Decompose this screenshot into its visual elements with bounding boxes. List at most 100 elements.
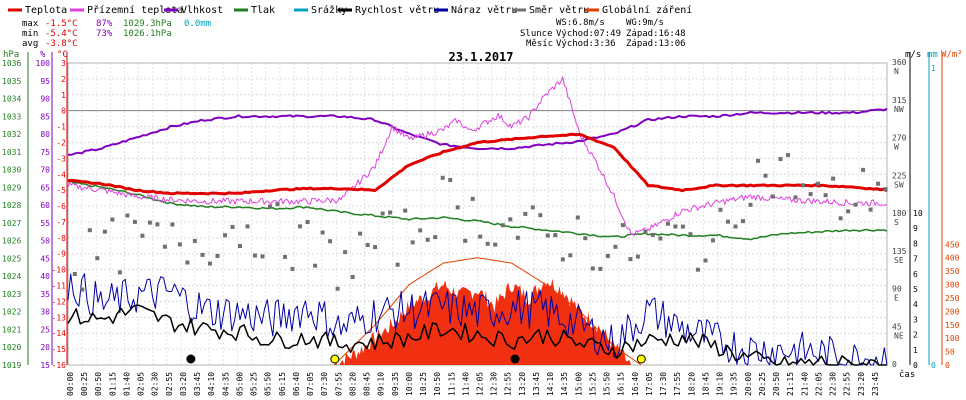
x-tick-label: 09:35 <box>391 372 400 396</box>
x-tick-label: 21:40 <box>800 372 809 396</box>
legend-label-p-zemn-teplota: Přízemní teplota <box>87 4 183 16</box>
series-smer-vetru-point <box>786 153 790 158</box>
x-tick-label: 16:40 <box>631 372 640 396</box>
axis-ms-tick: 9 <box>913 224 918 233</box>
sunset-marker <box>636 354 646 364</box>
axis-hpa-tick: 1023 <box>2 290 21 299</box>
info-sunrise: Východ:07:49 <box>556 29 621 39</box>
series-smer-vetru-point <box>72 272 77 276</box>
series-smer-vetru-point <box>485 241 490 246</box>
axis-dir-name: SE <box>894 256 904 265</box>
series-smer-vetru-point <box>808 192 813 197</box>
axis-ms-label: m/s <box>905 50 921 60</box>
axis-mm-label: mm <box>927 50 938 60</box>
axis-dir-tick: 225 <box>892 171 907 180</box>
markers <box>186 354 646 364</box>
stat-max-rain: 0.0mm <box>184 19 211 29</box>
series-smer-vetru-point <box>245 224 250 229</box>
series-smer-vetru-point <box>665 221 670 226</box>
series-smer-vetru-point <box>335 286 340 291</box>
series-smer-vetru-point <box>275 202 280 207</box>
axis-temp-tick: 2 <box>61 75 66 84</box>
x-tick-label: 07:05 <box>306 372 315 396</box>
series-smer-vetru-point <box>403 208 408 213</box>
axis-hpa-tick: 1036 <box>2 59 21 68</box>
series-smer-vetru-point <box>185 260 190 265</box>
series-smer-vetru-point <box>215 253 220 258</box>
series-naraz-vetru <box>67 273 888 366</box>
legend-label-rychlost-v-tru: Rychlost větru <box>355 4 439 16</box>
series-smer-vetru-point <box>703 258 708 263</box>
chart-title: 23.1.2017 <box>448 50 513 64</box>
series-smer-vetru-point <box>560 257 565 262</box>
series-smer-vetru-point <box>801 183 806 188</box>
axis-hpa-tick: 1031 <box>2 148 21 157</box>
axis-dir-name: E <box>894 294 899 303</box>
stat-avg-temp: -3.8°C <box>45 39 78 49</box>
axis-dir-tick: 180 <box>892 209 907 218</box>
axis-hpa-tick: 1030 <box>2 166 21 175</box>
axis-dir-name: NW <box>894 105 904 114</box>
axis-pct-tick: 50 <box>40 237 50 246</box>
x-tick-label: 11:15 <box>447 372 456 396</box>
x-tick-label: 15:50 <box>603 372 612 396</box>
x-tick-label: 10:00 <box>405 372 414 396</box>
stat-avg-label: avg <box>22 39 38 49</box>
axis-wm2-tick: 200 <box>945 307 960 316</box>
axis-dir-name: NE <box>894 331 904 340</box>
series-smer-vetru-point <box>350 275 355 279</box>
axis-pct-tick: 20 <box>40 343 50 352</box>
axis-ms-tick: 1 <box>913 346 918 355</box>
x-tick-label: 20:50 <box>772 372 781 396</box>
series-smer-vetru-point <box>200 252 205 257</box>
series-smer-vetru-point <box>583 236 588 241</box>
series-smer-vetru-point <box>132 219 137 224</box>
axis-hpa-tick: 1035 <box>2 77 21 86</box>
x-tick-label: 15:00 <box>574 372 583 396</box>
x-axis: 00:00 00:25 00:50 01:15 01:40 02:05 02:30 02:55… <box>66 369 915 396</box>
x-tick-label: 20:00 <box>744 372 753 396</box>
axis-hpa-tick: 1021 <box>2 325 21 334</box>
axis-wm2-tick: 400 <box>945 254 960 263</box>
series-smer-vetru-point <box>726 219 730 224</box>
axis-wm2-tick: 50 <box>945 348 955 357</box>
series-smer-vetru-point <box>538 213 543 218</box>
axis-temp-tick: -1 <box>56 123 66 132</box>
x-tick-label: 14:35 <box>560 372 569 396</box>
series-smer-vetru-point <box>170 222 175 227</box>
series-smer-vetru-point <box>861 167 866 172</box>
series-smer-vetru-point <box>87 228 92 233</box>
axis-pct-tick: 35 <box>40 290 50 299</box>
series-smer-vetru-point <box>605 253 610 258</box>
axis-ms-tick: 0 <box>913 361 918 370</box>
series-smer-vetru-point <box>545 233 550 238</box>
axis-temp-tick: -3 <box>56 154 66 163</box>
axis-ms-tick: 4 <box>913 300 918 309</box>
series-smer-vetru-point <box>125 213 130 218</box>
x-tick-label: 13:45 <box>532 372 541 396</box>
axis-pct-tick: 60 <box>40 201 50 210</box>
axis-hpa-tick: 1029 <box>2 183 21 192</box>
sunrise-marker <box>330 354 340 364</box>
axis-pct-tick: 70 <box>40 166 50 175</box>
x-tick-label: 00:00 <box>66 372 75 396</box>
axis-hpa-tick: 1020 <box>2 343 21 352</box>
series-prizemni-teplota <box>67 76 888 237</box>
series-smer-vetru-point <box>876 181 881 186</box>
series-smer-vetru-point <box>695 267 700 272</box>
axis-temp-tick: -4 <box>56 170 66 179</box>
axis-temp-tick: -12 <box>52 297 67 306</box>
series-smer-vetru-point <box>553 233 558 238</box>
series-smer-vetru-point <box>613 244 618 249</box>
axis-pct-tick: 30 <box>40 308 50 317</box>
axis-temp-tick: -5 <box>56 186 66 195</box>
axis-dir-tick: 315 <box>892 96 907 105</box>
x-tick-label: 12:30 <box>490 372 499 396</box>
series-smer-vetru-point <box>448 178 453 182</box>
x-tick-label: 02:55 <box>165 372 174 396</box>
series-smer-vetru-point <box>253 253 257 258</box>
x-tick-label: 10:25 <box>419 372 428 396</box>
axis-temp-tick: -7 <box>56 218 66 227</box>
series-smer-vetru-point <box>95 256 100 261</box>
